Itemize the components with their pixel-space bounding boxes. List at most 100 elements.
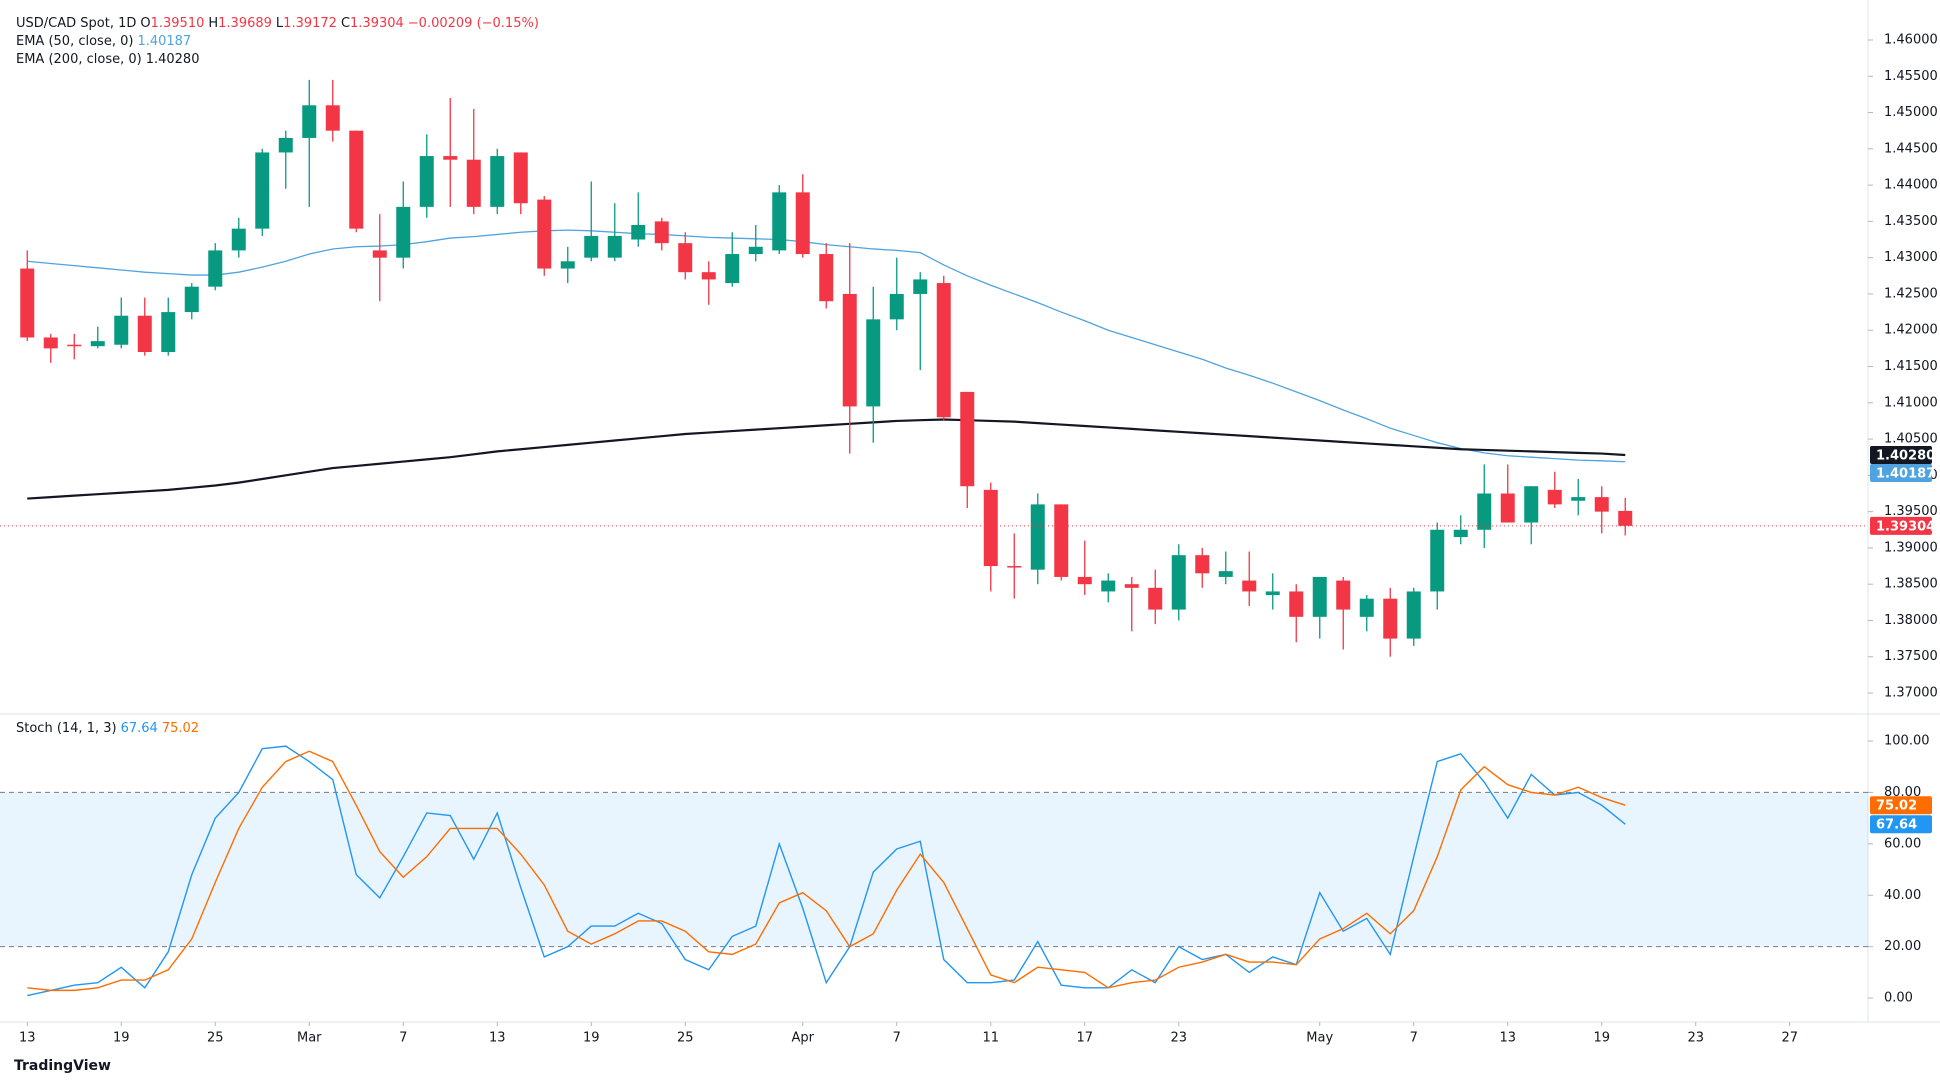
x-tick-label: 25: [207, 1031, 224, 1046]
x-tick-label: 13: [489, 1031, 506, 1046]
stoch-line: [27, 745, 1626, 997]
candle-body: [1406, 591, 1421, 639]
candle-body: [1218, 571, 1233, 577]
ema-line: [27, 418, 1626, 500]
candle-body: [960, 391, 975, 487]
candle-body: [325, 105, 340, 131]
candle-body: [654, 221, 669, 244]
candle-body: [1453, 529, 1468, 538]
candle-body: [1477, 493, 1492, 530]
price-tag: 1.40187: [1870, 464, 1935, 483]
candle-body: [114, 315, 129, 345]
stoch-line: [27, 750, 1626, 992]
candle-body: [1124, 584, 1139, 588]
x-tick-label: 13: [19, 1031, 36, 1046]
y-tick-label: 1.39000: [1884, 540, 1938, 555]
y-tick-label: 1.38500: [1884, 577, 1938, 592]
price-tag: 75.02: [1870, 796, 1932, 815]
x-tick-label: Mar: [297, 1031, 322, 1046]
y-tick-label: 1.38000: [1884, 613, 1938, 628]
candle-body: [1289, 591, 1304, 617]
candle-body: [372, 250, 387, 258]
candle-body: [1500, 493, 1515, 523]
candle-body: [631, 225, 646, 240]
brand: TradingView: [14, 1058, 111, 1074]
indicator-value: 1.40187: [137, 34, 192, 49]
candle-body: [1195, 555, 1210, 574]
x-tick-label: 25: [677, 1031, 694, 1046]
stoch-legend: Stoch (14, 1, 3) 67.64 75.02: [16, 720, 203, 738]
ohlc-key: H: [208, 16, 219, 31]
candle-body: [1618, 510, 1633, 526]
y-tick-label: 1.43500: [1884, 214, 1938, 229]
x-tick-label: 19: [583, 1031, 600, 1046]
x-tick-label: 7: [399, 1031, 407, 1046]
candle-body: [231, 228, 246, 251]
y-tick-label: 1.40500: [1884, 432, 1938, 447]
price-tag-box: [1870, 796, 1932, 815]
x-tick-label: 7: [1410, 1031, 1418, 1046]
candle-body: [584, 235, 599, 258]
price-tag-label: 1.39304: [1876, 519, 1935, 534]
candle-body: [1359, 598, 1374, 617]
candle-body: [278, 137, 293, 153]
price-tag-box: [1870, 464, 1932, 483]
candle-body: [748, 246, 763, 255]
change: −0.00209 (−0.15%): [407, 16, 539, 31]
candle-body: [208, 250, 223, 287]
candle-body: [443, 156, 458, 160]
indicator-name: EMA (50, close, 0): [16, 34, 134, 49]
price-tag-box: [1870, 815, 1932, 834]
legend-row: EMA (50, close, 0) 1.40187: [16, 33, 543, 51]
ohlc-value: 1.39172: [283, 16, 337, 31]
candle-body: [701, 272, 716, 280]
candle-body: [513, 152, 528, 204]
price-tag-label: 1.40187: [1876, 467, 1935, 482]
candle-body: [90, 341, 105, 347]
candle-body: [1383, 598, 1398, 639]
x-tick-label: May: [1306, 1031, 1333, 1046]
y-tick-label: 1.41000: [1884, 395, 1938, 410]
price-tag: 1.39304: [1870, 516, 1935, 535]
main-legend: USD/CAD Spot, 1D O1.39510 H1.39689 L1.39172…: [16, 15, 543, 69]
x-tick-label: 23: [1170, 1031, 1187, 1046]
x-tick-label: 17: [1076, 1031, 1093, 1046]
ohlc-value: 1.39510: [150, 16, 205, 31]
x-tick-label: 7: [893, 1031, 901, 1046]
price-tag-label: 1.40280: [1876, 449, 1935, 464]
candle-body: [1336, 580, 1351, 610]
candle-body: [137, 315, 152, 352]
y-tick-label: 1.44500: [1884, 141, 1938, 156]
x-tick-label: 19: [1593, 1031, 1610, 1046]
y-tick-label: 1.42500: [1884, 286, 1938, 301]
x-tick-label: 11: [982, 1031, 999, 1046]
candle-body: [20, 268, 35, 338]
ohlc-key: C: [340, 16, 351, 31]
y-tick-label: 1.37000: [1884, 686, 1938, 701]
y-tick-label: 1.44000: [1884, 178, 1938, 193]
candle-body: [67, 344, 82, 347]
candle-body: [1594, 497, 1609, 512]
x-tick-label: 13: [1499, 1031, 1516, 1046]
y-tick-label: 1.45000: [1884, 105, 1938, 120]
candle-body: [913, 279, 928, 294]
ohlc-key: L: [275, 16, 284, 31]
candle-body: [772, 192, 787, 251]
candle-body: [678, 243, 693, 273]
candle-body: [607, 235, 622, 258]
indicator-value: 67.64: [120, 721, 158, 736]
y-tick-label: 20.00: [1884, 939, 1921, 954]
x-tick-label: 19: [113, 1031, 130, 1046]
price-tag: 67.64: [1870, 815, 1932, 834]
candle-body: [1171, 555, 1186, 610]
y-tick-label: 0.00: [1884, 991, 1913, 1006]
price-tag-label: 75.02: [1876, 799, 1917, 814]
ohlc-value: 1.39304: [350, 16, 404, 31]
y-tick-label: 80.00: [1884, 785, 1921, 800]
indicator-value: 1.40280: [145, 52, 200, 67]
ohlc-key: O: [140, 16, 151, 31]
candle-body: [419, 156, 434, 207]
candle-body: [43, 337, 58, 349]
